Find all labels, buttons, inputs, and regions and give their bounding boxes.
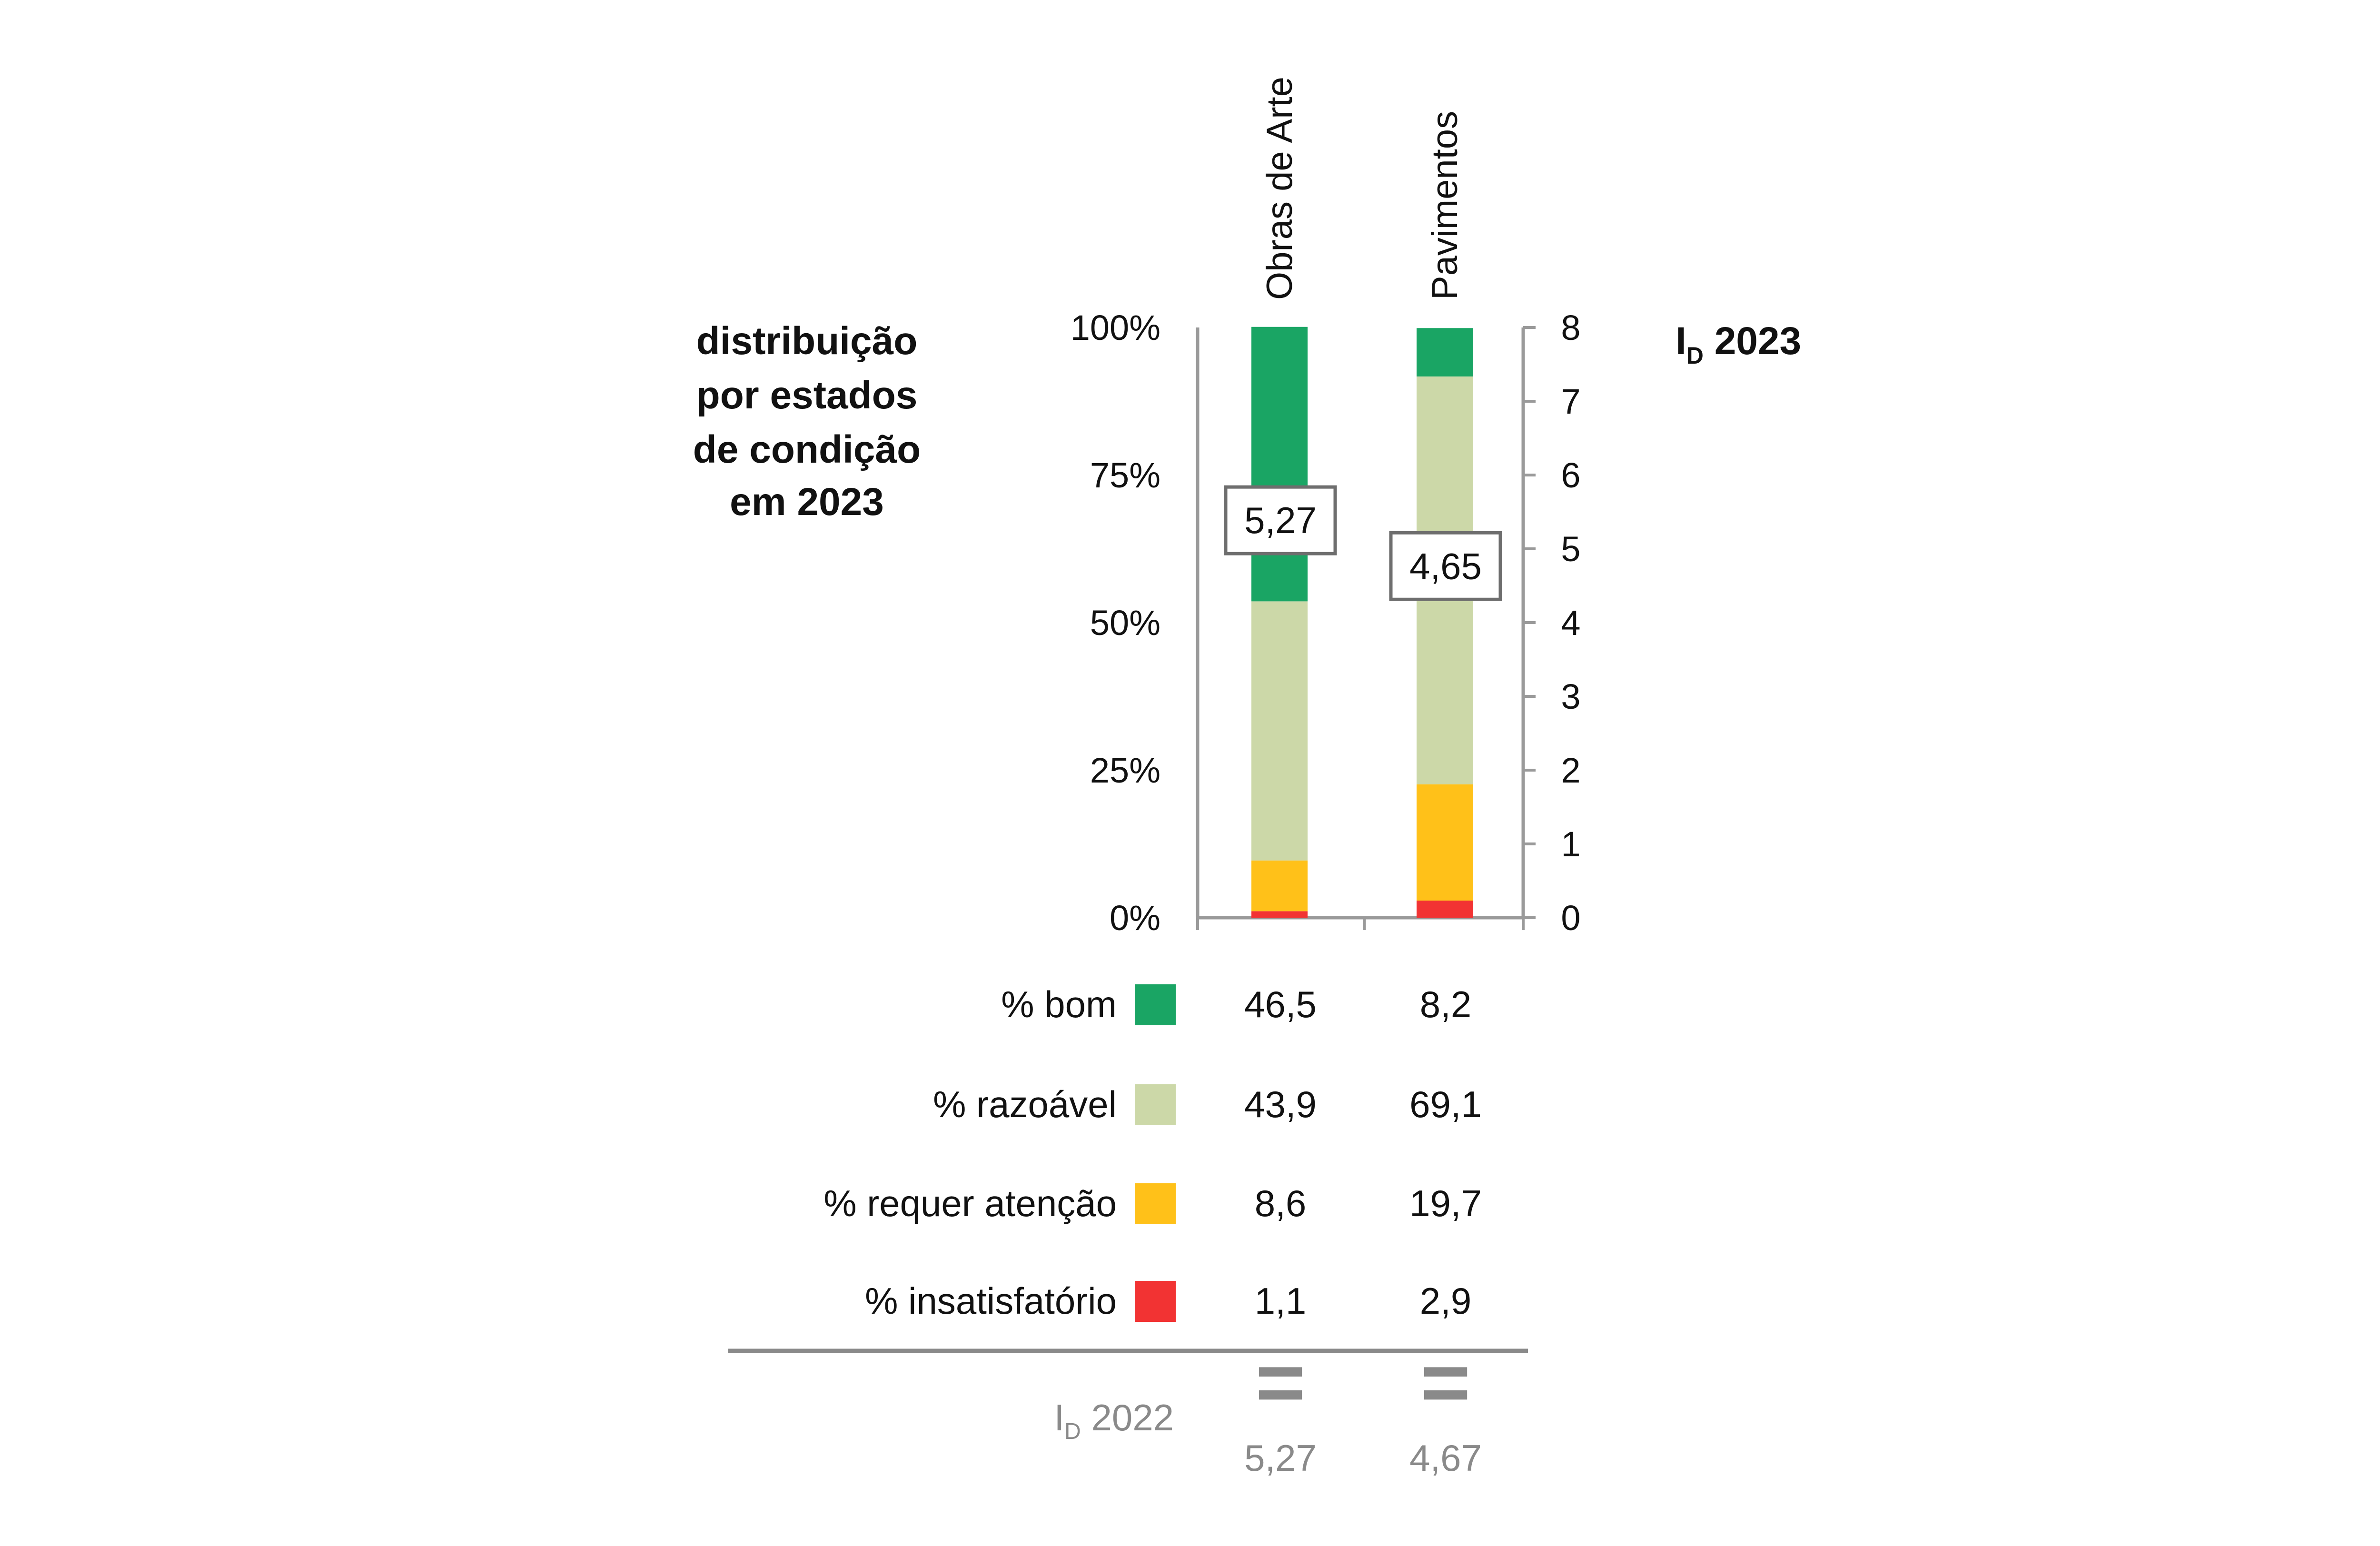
right-axis-title-main: I [1676,319,1686,363]
id-2022-cell: = 4,67 [1409,1335,1482,1479]
bar-segment-requer-atencao [1251,860,1308,912]
id-2023-box-frame [1389,531,1502,601]
id-2023-box: 5,27 [1224,485,1337,555]
left-title-line-3: de condição [693,428,921,471]
left-axis-tick-label: 100% [1071,308,1160,347]
legend-swatch [1135,984,1176,1025]
table-row: % bom 46,5 8,2 [1001,983,1471,1025]
right-axis-tick-label: 7 [1561,382,1580,421]
id-2022-label-rest: 2022 [1081,1397,1174,1438]
table-row: % razoável 43,9 69,1 [933,1083,1482,1125]
right-axis-tick-label: 6 [1561,456,1580,495]
right-axis-title-rest: 2023 [1704,319,1801,363]
table-value: 1,1 [1255,1280,1306,1322]
left-axis-tick-label: 75% [1090,456,1160,495]
left-title-line-2: por estados [696,374,918,417]
category-labels: Obras de Arte Pavimentos [1259,77,1465,300]
right-axis-tick-label: 5 [1561,529,1580,569]
equal-symbol: = [1420,1335,1470,1430]
id-2023-value: 5,27 [1244,499,1317,541]
left-axis-tick-label: 25% [1090,751,1160,790]
table-value: 43,9 [1244,1083,1317,1125]
legend-swatch [1135,1084,1176,1125]
equal-symbol: = [1255,1335,1305,1430]
bar-segment-bom [1417,328,1473,377]
table-value: 19,7 [1409,1182,1482,1224]
id-2023-box: 4,65 [1389,531,1502,601]
legend-label: % insatisfatório [865,1280,1117,1322]
bar-segment-insatisfatorio [1251,911,1308,918]
right-axis-tick-label: 4 [1561,603,1580,643]
right-axis-tick-label: 8 [1561,308,1580,347]
table-value: 46,5 [1244,983,1317,1025]
right-axis: 0 1 2 3 4 5 6 7 8 [1521,308,1581,938]
id-2023-value: 4,65 [1409,545,1482,587]
id-2023-labels: 5,27 4,65 [1224,485,1502,601]
legend-label: % requer atenção [823,1182,1117,1224]
legend-label: % bom [1001,983,1117,1025]
bar-segment-insatisfatorio [1417,901,1473,918]
bar-segment-requer-atencao [1417,784,1473,901]
id-2022-label: ID 2022 [1054,1397,1174,1444]
right-axis-tick-label: 1 [1561,824,1580,864]
left-axis: 0% 25% 50% 75% 100% [1071,308,1200,938]
legend-swatch [1135,1183,1176,1224]
table-row: % insatisfatório 1,1 2,9 [865,1280,1471,1322]
legend-swatch [1135,1281,1176,1322]
left-axis-tick-label: 0% [1110,898,1160,938]
left-title-line-4: em 2023 [730,480,884,524]
table-value: 8,6 [1255,1182,1306,1224]
x-axis [1196,916,1525,930]
bar-stack [1251,327,1308,918]
table-value: 69,1 [1409,1083,1482,1125]
id-2022-label-main: I [1054,1397,1064,1438]
left-title: distribuição por estados de condição em … [693,319,921,524]
data-table: % bom 46,5 8,2 % razoável 43,9 69,1 % requer a… [823,983,1482,1322]
table-value: 8,2 [1420,983,1471,1025]
right-axis-title-sub: D [1686,342,1704,369]
id-2022-label-sub: D [1064,1419,1081,1444]
category-label: Pavimentos [1425,111,1465,300]
bar-stack [1417,328,1473,918]
left-axis-tick-label: 50% [1090,603,1160,643]
id-2022-cell: = 5,27 [1244,1335,1317,1479]
id-2022-row: ID 2022 = 5,27 = 4,67 [1054,1335,1481,1479]
category-label: Obras de Arte [1259,77,1300,300]
right-axis-title: ID 2023 [1676,319,1801,369]
table-value: 2,9 [1420,1280,1471,1322]
left-title-line-1: distribuição [696,319,918,363]
id-2022-value: 5,27 [1244,1437,1317,1479]
right-axis-tick-label: 0 [1561,898,1580,938]
bar-segment-bom [1251,327,1308,602]
id-2023-box-frame [1224,485,1337,555]
right-axis-tick-label: 2 [1561,751,1580,790]
bar-segment-razoavel [1251,601,1308,861]
right-axis-tick-label: 3 [1561,677,1580,716]
table-row: % requer atenção 8,6 19,7 [823,1182,1482,1224]
stacked-bars [1251,327,1473,918]
legend-label: % razoável [933,1083,1117,1125]
id-2022-value: 4,67 [1409,1437,1482,1479]
